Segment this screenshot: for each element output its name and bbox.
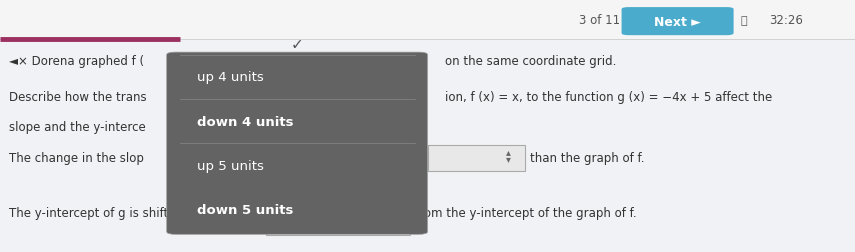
Text: Next ►: Next ►: [654, 16, 700, 29]
Text: up 5 units: up 5 units: [197, 159, 263, 172]
FancyBboxPatch shape: [0, 0, 855, 40]
Text: 32:26: 32:26: [770, 14, 804, 27]
Text: ▾: ▾: [391, 217, 396, 227]
Text: down 5 units: down 5 units: [197, 203, 293, 216]
FancyBboxPatch shape: [622, 8, 734, 36]
Text: ▾: ▾: [506, 153, 511, 163]
Text: ◄× Dorena graphed f (: ◄× Dorena graphed f (: [9, 55, 144, 68]
Text: than the graph of f.: than the graph of f.: [530, 151, 645, 164]
Text: ✓: ✓: [291, 37, 304, 52]
Text: ion, f (x) = x, to the function g (x) = −4x + 5 affect the: ion, f (x) = x, to the function g (x) = …: [445, 90, 772, 104]
FancyBboxPatch shape: [428, 145, 525, 171]
Text: on the same coordinate grid.: on the same coordinate grid.: [445, 55, 616, 68]
Text: ▴: ▴: [391, 211, 396, 221]
Text: ⏱: ⏱: [740, 16, 747, 26]
Text: slope and the y-interce: slope and the y-interce: [9, 121, 145, 134]
FancyBboxPatch shape: [167, 53, 428, 234]
Text: ▴: ▴: [506, 147, 511, 157]
Text: 3 of 11: 3 of 11: [579, 14, 620, 27]
Text: down 4 units: down 4 units: [197, 115, 293, 128]
Text: The y-intercept of g is shifted: The y-intercept of g is shifted: [9, 206, 183, 219]
Text: The change in the slop: The change in the slop: [9, 151, 144, 164]
FancyBboxPatch shape: [266, 209, 410, 235]
Text: up 4 units: up 4 units: [197, 71, 263, 84]
Text: Describe how the trans: Describe how the trans: [9, 90, 146, 104]
Text: from the y-intercept of the graph of f.: from the y-intercept of the graph of f.: [415, 206, 636, 219]
